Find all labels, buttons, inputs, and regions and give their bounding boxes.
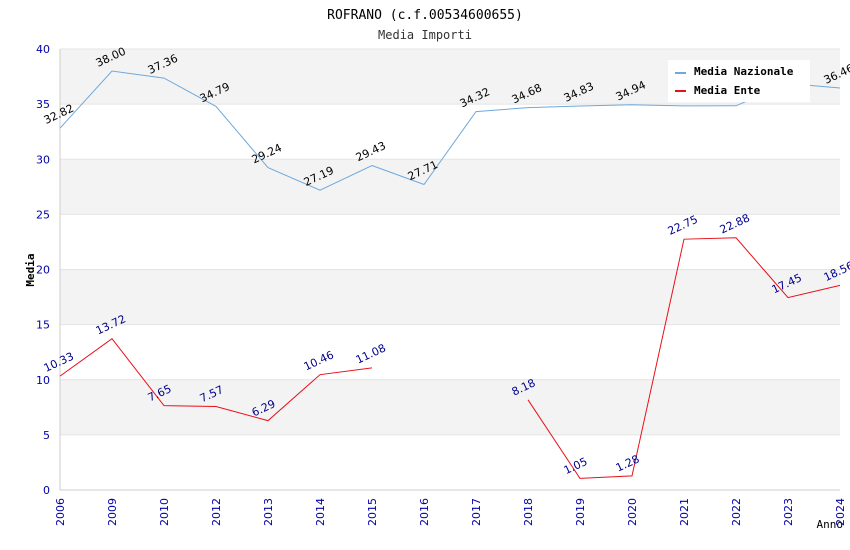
chart-title: ROFRANO (c.f.00534600655) — [327, 8, 523, 23]
x-tick-label: 2012 — [210, 498, 223, 526]
data-label: 1.28 — [614, 452, 642, 474]
legend-label-nazionale: Media Nazionale — [694, 65, 794, 78]
x-tick-label: 2010 — [158, 498, 171, 526]
data-label: 22.88 — [718, 211, 752, 236]
x-tick-label: 2006 — [54, 498, 67, 526]
x-axis-label: Anno — [817, 518, 844, 531]
grid-band — [60, 269, 840, 325]
series-line-ente — [527, 237, 841, 479]
y-tick-label: 25 — [36, 208, 50, 221]
chart-subtitle: Media Importi — [378, 28, 472, 42]
y-tick-label: 35 — [36, 98, 50, 111]
y-tick-label: 0 — [43, 484, 50, 497]
x-tick-label: 2023 — [782, 498, 795, 526]
y-axis-label: Media — [24, 253, 37, 286]
data-label: 1.05 — [562, 455, 590, 477]
axes — [59, 49, 840, 491]
legend: Media Nazionale Media Ente — [668, 60, 810, 102]
data-label: 11.08 — [354, 341, 388, 366]
y-tick-label: 30 — [36, 153, 50, 166]
x-tick-label: 2015 — [366, 498, 379, 526]
data-label: 22.75 — [666, 213, 700, 238]
grid-bands — [60, 49, 840, 435]
x-tick-label: 2024 — [834, 498, 847, 526]
x-tick-label: 2019 — [574, 498, 587, 526]
x-tick-label: 2021 — [678, 498, 691, 526]
x-tick-label: 2020 — [626, 498, 639, 526]
series-lines — [59, 70, 841, 479]
x-tick-label: 2022 — [730, 498, 743, 526]
y-tick-label: 15 — [36, 319, 50, 332]
x-tick-label: 2018 — [522, 498, 535, 526]
x-tick-label: 2014 — [314, 498, 327, 526]
grid-band — [60, 159, 840, 215]
x-tick-label: 2017 — [470, 498, 483, 526]
series-line-nazionale — [59, 70, 841, 191]
data-label: 10.33 — [42, 350, 76, 375]
series-line-ente — [59, 338, 373, 422]
y-tick-label: 20 — [36, 264, 50, 277]
data-label: 10.46 — [302, 348, 336, 373]
x-tick-label: 2016 — [418, 498, 431, 526]
y-tick-labels: 0 5 10 15 20 25 30 35 40 — [36, 43, 50, 497]
x-tick-label: 2009 — [106, 498, 119, 526]
legend-box — [668, 60, 810, 102]
x-tick-labels: 2006 2009 2010 2012 2013 2014 2015 2016 2017 2018… — [54, 498, 847, 526]
legend-label-ente: Media Ente — [694, 84, 761, 97]
y-tick-label: 5 — [43, 429, 50, 442]
x-tick-label: 2013 — [262, 498, 275, 526]
y-tick-label: 40 — [36, 43, 50, 56]
grid-band — [60, 379, 840, 435]
y-tick-label: 10 — [36, 374, 50, 387]
